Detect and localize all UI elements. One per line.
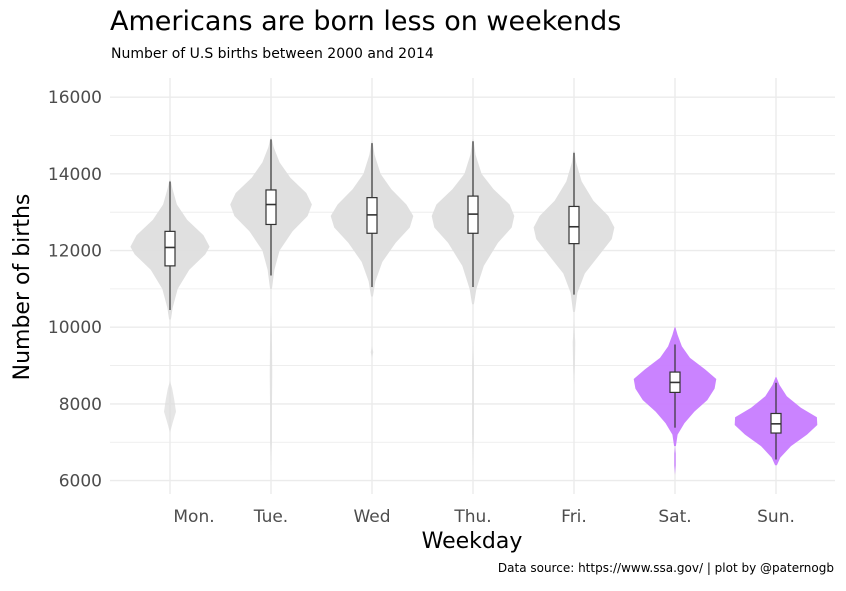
y-tick-labels: 6000 8000 10000 12000 14000 16000 — [48, 88, 102, 491]
y-tick-label: 10000 — [48, 318, 102, 338]
x-tick-label: Tue. — [253, 507, 288, 527]
x-tick-label: Mon. — [173, 507, 214, 527]
chart-title: Americans are born less on weekends — [110, 6, 622, 37]
y-axis-title: Number of births — [10, 194, 35, 381]
iqr-box — [164, 230, 176, 267]
x-tick-label: Thu. — [453, 507, 491, 527]
violin-tail — [269, 311, 273, 466]
iqr-box — [568, 205, 580, 245]
y-tick-label: 14000 — [48, 165, 102, 185]
x-axis-title: Weekday — [422, 529, 523, 554]
y-tick-label: 16000 — [48, 88, 102, 108]
violin-tail — [572, 319, 576, 385]
x-tick-label: Fri. — [561, 507, 587, 527]
x-tick-labels: Mon. Tue. Wed Thu. Fri. Sat. Sun. — [173, 507, 795, 527]
x-tick-label: Sun. — [757, 507, 795, 527]
x-tick-label: Sat. — [658, 507, 691, 527]
violins — [130, 137, 818, 475]
y-tick-label: 6000 — [59, 472, 102, 492]
boxplots — [164, 139, 782, 460]
y-tick-label: 8000 — [59, 395, 102, 415]
chart-caption: Data source: https://www.ssa.gov/ | plot… — [497, 561, 834, 575]
violin-tail — [370, 346, 374, 358]
violin-tail — [164, 380, 176, 433]
violin-tail — [472, 334, 474, 466]
x-tick-label: Wed — [353, 507, 390, 527]
chart-subtitle: Number of U.S births between 2000 and 20… — [111, 46, 434, 62]
y-tick-label: 12000 — [48, 242, 102, 262]
violin-tail — [674, 446, 676, 475]
iqr-box — [265, 189, 277, 226]
